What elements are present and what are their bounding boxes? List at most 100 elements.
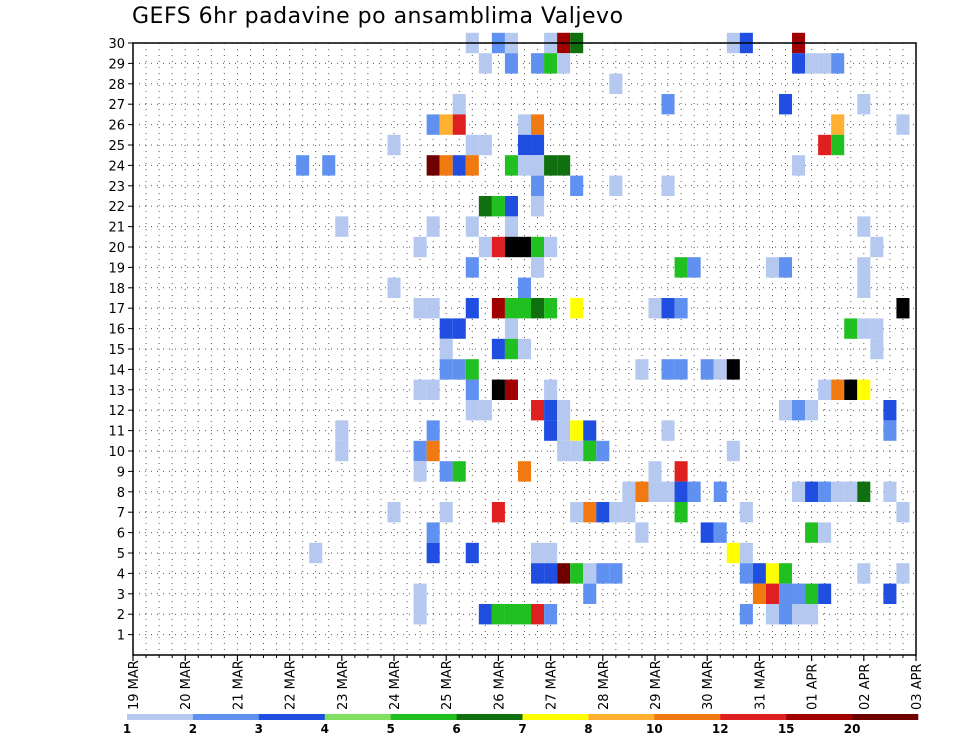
heatmap-cell <box>818 522 832 543</box>
heatmap-cell <box>322 155 336 176</box>
heatmap-cell <box>778 257 793 278</box>
heatmap-cell <box>465 216 479 237</box>
y-tick-label: 18 <box>108 282 125 297</box>
heatmap-cell <box>465 155 479 176</box>
heatmap-cell <box>426 542 440 564</box>
heatmap-cell <box>765 604 779 625</box>
heatmap-cell <box>531 134 545 156</box>
heatmap-cell <box>491 196 505 217</box>
heatmap-cell <box>870 318 884 339</box>
heatmap-cell <box>309 542 323 564</box>
heatmap-cell <box>648 298 662 319</box>
heatmap-cell <box>792 481 806 502</box>
heatmap-cell <box>426 298 440 319</box>
heatmap-cell <box>413 379 427 400</box>
y-tick-label: 24 <box>108 159 125 174</box>
heatmap-cell <box>504 298 518 319</box>
heatmap-cell <box>622 481 636 502</box>
heatmap-cell <box>491 379 505 400</box>
heatmap-cell <box>491 298 505 319</box>
heatmap-cell <box>778 400 793 421</box>
heatmap-cell <box>465 379 479 400</box>
heatmap-cell <box>674 298 688 319</box>
heatmap-cell <box>557 400 571 421</box>
heatmap-cell <box>504 379 518 400</box>
heatmap-cell <box>752 583 766 604</box>
heatmap-cell <box>570 563 584 584</box>
heatmap-cell <box>661 420 675 441</box>
heatmap-cell <box>544 420 558 441</box>
heatmap-cell <box>596 502 610 523</box>
heatmap-cell <box>648 461 662 482</box>
legend-swatch <box>786 714 853 720</box>
heatmap-cell <box>426 216 440 237</box>
heatmap-cell <box>517 114 532 135</box>
legend-swatch <box>720 714 787 720</box>
y-tick-label: 12 <box>108 404 125 419</box>
heatmap-cell <box>465 359 479 380</box>
heatmap-cell <box>635 522 649 543</box>
legend-swatch <box>522 714 589 720</box>
heatmap-cell <box>583 583 597 604</box>
heatmap-cell <box>452 318 466 339</box>
heatmap-cell <box>792 155 806 176</box>
heatmap-cell <box>739 563 753 584</box>
y-axis: 1234567891011121314151617181920212223242… <box>108 37 133 644</box>
heatmap-cell <box>426 114 440 135</box>
heatmap-cell <box>478 400 492 421</box>
heatmap-cell <box>857 277 871 298</box>
legend-swatch <box>258 714 326 720</box>
heatmap-cell <box>778 563 793 584</box>
heatmap-cell <box>831 379 845 400</box>
heatmap-cell <box>452 114 466 135</box>
heatmap-cell <box>544 400 558 421</box>
heatmap-cell <box>713 522 727 543</box>
heatmap-cell <box>426 420 440 441</box>
heatmap-cell <box>517 338 532 360</box>
legend-label: 7 <box>518 722 526 736</box>
heatmap-cell <box>504 338 518 360</box>
heatmap-cell <box>544 236 558 258</box>
heatmap-cell <box>531 53 545 74</box>
heatmap-cell <box>583 420 597 441</box>
heatmap-cell <box>896 298 910 319</box>
y-tick-label: 26 <box>108 119 125 134</box>
heatmap-cell <box>818 481 832 502</box>
heatmap-cell <box>452 359 466 380</box>
heatmap-cell <box>491 502 505 523</box>
heatmap-cell <box>531 155 545 176</box>
heatmap-cell <box>818 379 832 400</box>
heatmap-cell <box>439 318 453 339</box>
heatmap-cell <box>517 604 532 625</box>
legend-label: 4 <box>321 722 329 736</box>
heatmap-cell <box>478 196 492 217</box>
heatmap-cell <box>504 155 518 176</box>
heatmap-cell <box>752 563 766 584</box>
heatmap-cell <box>439 114 453 135</box>
heatmap-cell <box>857 216 871 237</box>
heatmap-cell <box>335 440 349 462</box>
y-tick-label: 17 <box>108 302 125 317</box>
heatmap-cell <box>805 53 819 74</box>
heatmap-cell <box>570 440 584 462</box>
heatmap-cell <box>426 379 440 400</box>
heatmap-cells <box>296 32 910 625</box>
heatmap-cell <box>765 257 779 278</box>
y-tick-label: 9 <box>117 465 125 480</box>
heatmap-cell <box>857 257 871 278</box>
legend-swatch <box>654 714 721 720</box>
heatmap-cell <box>426 522 440 543</box>
heatmap-cell <box>765 583 779 604</box>
heatmap-cell <box>726 359 740 380</box>
heatmap-cell <box>478 236 492 258</box>
heatmap-cell <box>570 502 584 523</box>
heatmap-cell <box>765 563 779 584</box>
legend-label: 1 <box>123 722 131 736</box>
x-axis: 19 MAR 20 MAR 21 MAR 22 MAR 23 MAR 24 MAR 25 M… <box>127 655 925 710</box>
heatmap-cell <box>465 298 479 319</box>
heatmap-cell <box>544 542 558 564</box>
heatmap-cell <box>531 196 545 217</box>
heatmap-cell <box>531 400 545 421</box>
heatmap-cell <box>792 604 806 625</box>
y-tick-label: 10 <box>108 445 125 460</box>
